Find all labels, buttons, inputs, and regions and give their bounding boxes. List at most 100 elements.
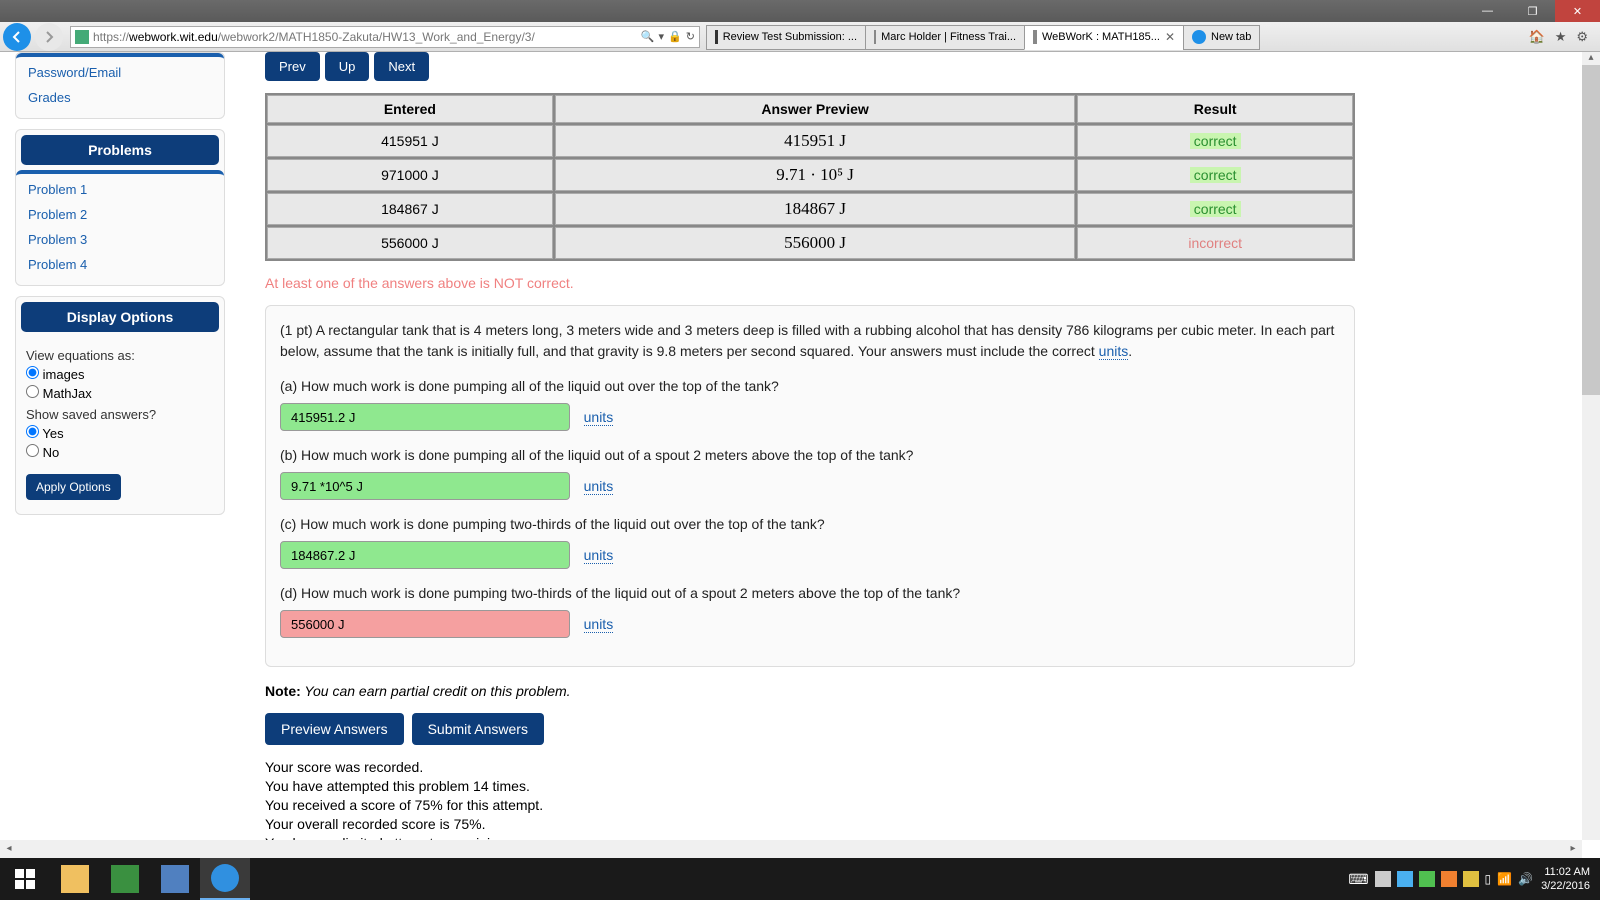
entered-cell: 971000 J	[267, 159, 553, 191]
answer-input-c[interactable]	[280, 541, 570, 569]
refresh-icon[interactable]: ↻	[686, 30, 695, 43]
start-button[interactable]	[0, 858, 50, 900]
restore-button[interactable]: ❐	[1510, 0, 1555, 22]
favorites-icon[interactable]: ★	[1555, 29, 1567, 45]
tray-icon[interactable]	[1463, 871, 1479, 887]
preview-answers-button[interactable]: Preview Answers	[265, 713, 404, 745]
score-line: You have attempted this problem 14 times…	[265, 778, 1565, 794]
preview-cell: 415951 J	[555, 125, 1076, 157]
table-header: Entered	[267, 95, 553, 123]
answer-input-b[interactable]	[280, 472, 570, 500]
tab-title: WeBWorK : MATH185...	[1042, 31, 1160, 43]
problem-link[interactable]: Problem 1	[16, 170, 224, 202]
clock[interactable]: 11:02 AM 3/22/2016	[1541, 865, 1590, 894]
system-tray: ⌨ ▯ 📶 🔊 11:02 AM 3/22/2016	[1348, 865, 1600, 894]
tray-icon[interactable]	[1419, 871, 1435, 887]
entered-cell: 184867 J	[267, 193, 553, 225]
address-bar[interactable]: https://webwork.wit.edu/webwork2/MATH185…	[70, 26, 700, 48]
tab-title: New tab	[1211, 31, 1251, 43]
horizontal-scrollbar[interactable]: ◂ ▸	[0, 840, 1582, 858]
explorer-button[interactable]	[50, 858, 100, 900]
wifi-icon[interactable]: 📶	[1497, 872, 1512, 886]
sidebar-problems: Problems Problem 1Problem 2Problem 3Prob…	[15, 129, 225, 286]
scroll-up-icon[interactable]: ▴	[1582, 52, 1600, 63]
tray-icon[interactable]	[1375, 871, 1391, 887]
browser-tab[interactable]: New tab	[1183, 25, 1260, 50]
units-link[interactable]: units	[584, 409, 614, 426]
problems-header: Problems	[21, 135, 219, 165]
dropdown-icon[interactable]: ▾	[659, 30, 665, 43]
store-button[interactable]	[100, 858, 150, 900]
app-button[interactable]	[150, 858, 200, 900]
preview-cell: 9.71 · 10⁵ J	[555, 159, 1076, 191]
tools-icon[interactable]: ⚙	[1576, 29, 1588, 45]
units-link[interactable]: units	[584, 478, 614, 495]
scroll-right-icon[interactable]: ▸	[1564, 840, 1582, 858]
home-icon[interactable]: 🏠	[1529, 29, 1545, 45]
prev-button[interactable]: Prev	[265, 52, 320, 81]
problem-link[interactable]: Problem 2	[16, 202, 224, 227]
sidebar-display-options: Display Options View equations as: image…	[15, 296, 225, 515]
back-button[interactable]	[3, 23, 31, 51]
vertical-scrollbar[interactable]: ▴	[1582, 52, 1600, 840]
url-prefix: https://	[93, 30, 129, 44]
scroll-left-icon[interactable]: ◂	[0, 840, 18, 858]
keyboard-icon[interactable]: ⌨	[1348, 871, 1368, 888]
part-question: (a) How much work is done pumping all of…	[280, 376, 1340, 397]
result-cell: correct	[1077, 125, 1353, 157]
problem-link[interactable]: Problem 4	[16, 252, 224, 277]
radio-mathjax[interactable]: MathJax	[26, 385, 214, 401]
battery-icon[interactable]: ▯	[1485, 872, 1492, 886]
table-row: 184867 J 184867 J correct	[267, 193, 1353, 225]
score-line: You received a score of 75% for this att…	[265, 797, 1565, 813]
search-icon[interactable]: 🔍	[641, 30, 655, 43]
tab-title: Marc Holder | Fitness Trai...	[881, 31, 1016, 43]
sidebar-top: Password/EmailGrades	[15, 52, 225, 119]
sidebar: Password/EmailGrades Problems Problem 1P…	[15, 52, 225, 840]
problem-link[interactable]: Problem 3	[16, 227, 224, 252]
browser-tabs: Review Test Submission: ... Marc Holder |…	[706, 24, 1259, 50]
taskbar: ⌨ ▯ 📶 🔊 11:02 AM 3/22/2016	[0, 858, 1600, 900]
sidebar-link[interactable]: Grades	[16, 85, 224, 110]
submit-answers-button[interactable]: Submit Answers	[412, 713, 544, 745]
browser-tab[interactable]: WeBWorK : MATH185... ✕	[1024, 25, 1184, 50]
problem-box: (1 pt) A rectangular tank that is 4 mete…	[265, 305, 1355, 667]
answer-input-a[interactable]	[280, 403, 570, 431]
volume-icon[interactable]: 🔊	[1518, 872, 1533, 886]
score-info: Your score was recorded.You have attempt…	[265, 759, 1565, 840]
result-cell: correct	[1077, 193, 1353, 225]
browser-menu: 🏠 ★ ⚙	[1529, 29, 1600, 45]
units-link[interactable]: units	[584, 616, 614, 633]
browser-tab[interactable]: Marc Holder | Fitness Trai...	[865, 25, 1025, 50]
units-link[interactable]: units	[584, 547, 614, 564]
browser-tab[interactable]: Review Test Submission: ...	[706, 25, 866, 50]
radio-yes[interactable]: Yes	[26, 425, 214, 441]
sidebar-link[interactable]: Password/Email	[16, 53, 224, 85]
tab-close-icon[interactable]: ✕	[1165, 30, 1175, 44]
warning-text: At least one of the answers above is NOT…	[265, 275, 1565, 291]
table-row: 415951 J 415951 J correct	[267, 125, 1353, 157]
browser-toolbar: https://webwork.wit.edu/webwork2/MATH185…	[0, 22, 1600, 52]
scroll-thumb[interactable]	[1582, 65, 1600, 395]
entered-cell: 415951 J	[267, 125, 553, 157]
tray-icons[interactable]: ⌨ ▯ 📶 🔊	[1348, 871, 1533, 888]
ie-button[interactable]	[200, 858, 250, 900]
result-cell: incorrect	[1077, 227, 1353, 259]
problem-intro: (1 pt) A rectangular tank that is 4 mete…	[280, 320, 1340, 362]
next-button[interactable]: Next	[374, 52, 429, 81]
results-table: EnteredAnswer PreviewResult 415951 J 415…	[265, 93, 1355, 261]
tray-icon[interactable]	[1441, 871, 1457, 887]
radio-images[interactable]: images	[26, 366, 214, 382]
close-button[interactable]: ✕	[1555, 0, 1600, 22]
minimize-button[interactable]: —	[1465, 0, 1510, 22]
apply-options-button[interactable]: Apply Options	[26, 474, 121, 500]
table-row: 556000 J 556000 J incorrect	[267, 227, 1353, 259]
radio-no[interactable]: No	[26, 444, 214, 460]
main-content: Prev Up Next EnteredAnswer PreviewResult…	[225, 52, 1565, 840]
answer-input-d[interactable]	[280, 610, 570, 638]
forward-button[interactable]	[35, 23, 63, 51]
url-path: /webwork2/MATH1850-Zakuta/HW13_Work_and_…	[218, 30, 535, 44]
tray-icon[interactable]	[1397, 871, 1413, 887]
units-link[interactable]: units	[1099, 343, 1129, 360]
up-button[interactable]: Up	[325, 52, 370, 81]
